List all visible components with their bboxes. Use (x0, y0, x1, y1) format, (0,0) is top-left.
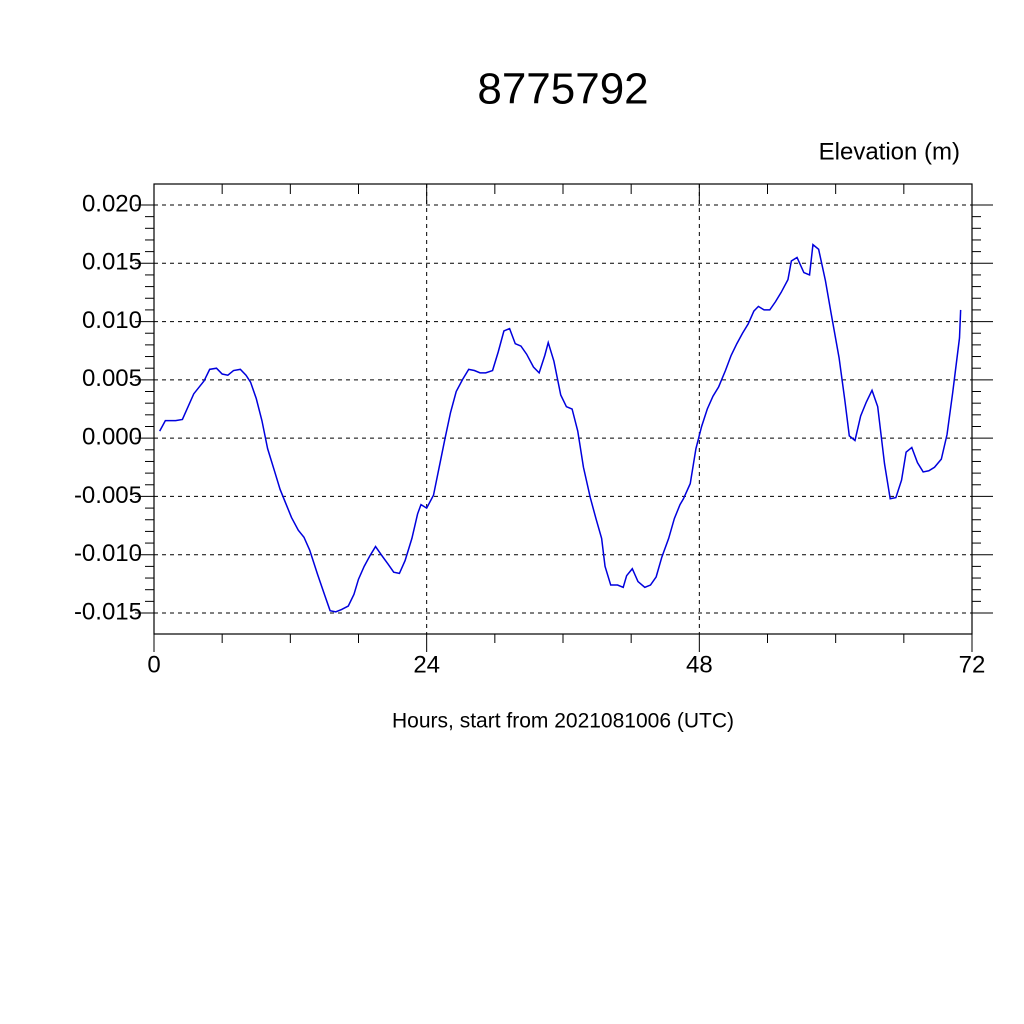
y-tick-label: -0.005 (74, 482, 142, 509)
y-tick-label: 0.020 (82, 190, 142, 217)
y-tick-label: 0.000 (82, 423, 142, 450)
y-tick-label: -0.010 (74, 540, 142, 567)
x-axis-label: Hours, start from 2021081006 (UTC) (392, 710, 734, 733)
chart-title: 8775792 (477, 65, 648, 114)
y-tick-label: 0.015 (82, 249, 142, 276)
x-tick-label: 24 (413, 651, 440, 678)
y-tick-label: 0.010 (82, 307, 142, 334)
y-tick-label: -0.015 (74, 598, 142, 625)
plot-frame (153, 183, 973, 635)
data-line (159, 243, 962, 613)
y-axis-label: Elevation (m) (819, 138, 960, 165)
x-tick-label: 48 (686, 651, 713, 678)
y-tick-label: 0.005 (82, 365, 142, 392)
x-tick-label: 72 (959, 651, 986, 678)
x-tick-label: 0 (147, 651, 160, 678)
